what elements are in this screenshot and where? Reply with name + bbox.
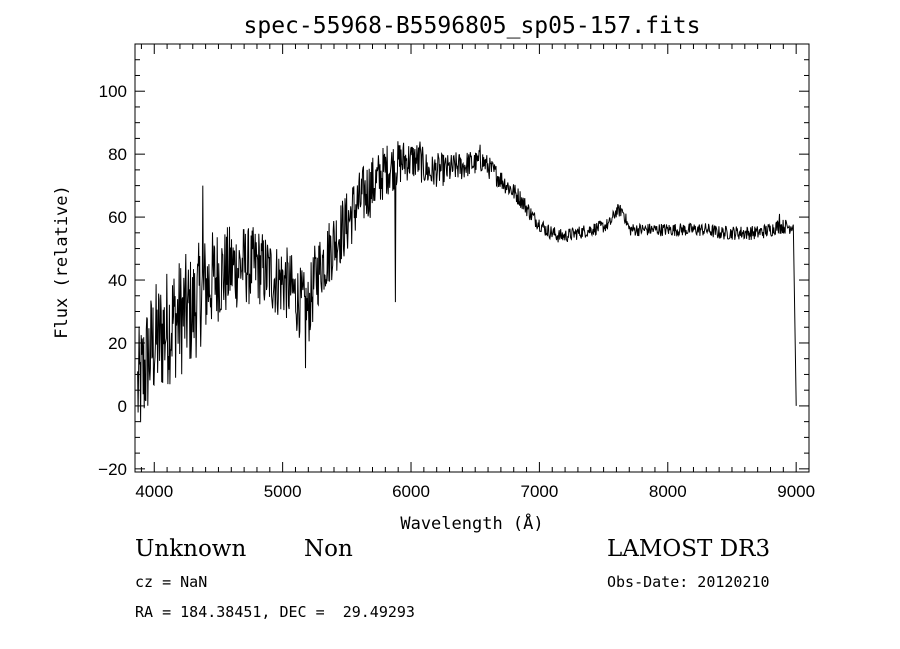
x-tick-label: 7000: [520, 482, 558, 501]
y-tick-label: 0: [118, 397, 127, 416]
y-tick-label: 60: [108, 208, 127, 227]
observation-date: Obs-Date: 20120210: [607, 573, 770, 591]
object-class: Unknown: [135, 536, 247, 562]
x-axis-label: Wavelength (Å): [400, 512, 543, 534]
chart-title: spec-55968-B5596805_sp05-157.fits: [244, 13, 701, 39]
y-tick-label: −20: [98, 460, 127, 479]
x-tick-label: 4000: [135, 482, 173, 501]
plot-frame: [134, 43, 810, 473]
x-tick-label: 9000: [777, 482, 815, 501]
y-axis-label: Flux (relative): [52, 185, 72, 339]
redshift-cz: cz = NaN: [135, 573, 208, 591]
spectrum-flux-line: [137, 141, 797, 423]
coordinates: RA = 184.38451, DEC = 29.49293: [135, 603, 415, 621]
y-tick-label: 40: [108, 271, 127, 290]
y-tick-label: 20: [108, 334, 127, 353]
object-subclass: Non: [304, 536, 353, 562]
x-tick-label: 8000: [649, 482, 687, 501]
x-tick-label: 5000: [264, 482, 302, 501]
x-tick-label: 6000: [392, 482, 430, 501]
y-tick-label: 80: [108, 145, 127, 164]
y-tick-label: 100: [99, 82, 127, 101]
survey-name: LAMOST DR3: [607, 536, 771, 562]
